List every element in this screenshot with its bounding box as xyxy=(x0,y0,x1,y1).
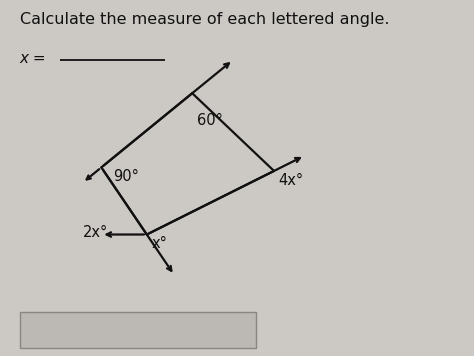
Text: 60°: 60° xyxy=(197,112,223,128)
Text: 90°: 90° xyxy=(113,169,138,184)
FancyBboxPatch shape xyxy=(19,312,256,347)
Text: Calculate the measure of each lettered angle.: Calculate the measure of each lettered a… xyxy=(19,12,389,27)
Text: 4x°: 4x° xyxy=(279,173,304,188)
Text: x =: x = xyxy=(19,51,46,66)
Text: x°: x° xyxy=(151,236,167,251)
Text: 2x°: 2x° xyxy=(83,225,109,240)
